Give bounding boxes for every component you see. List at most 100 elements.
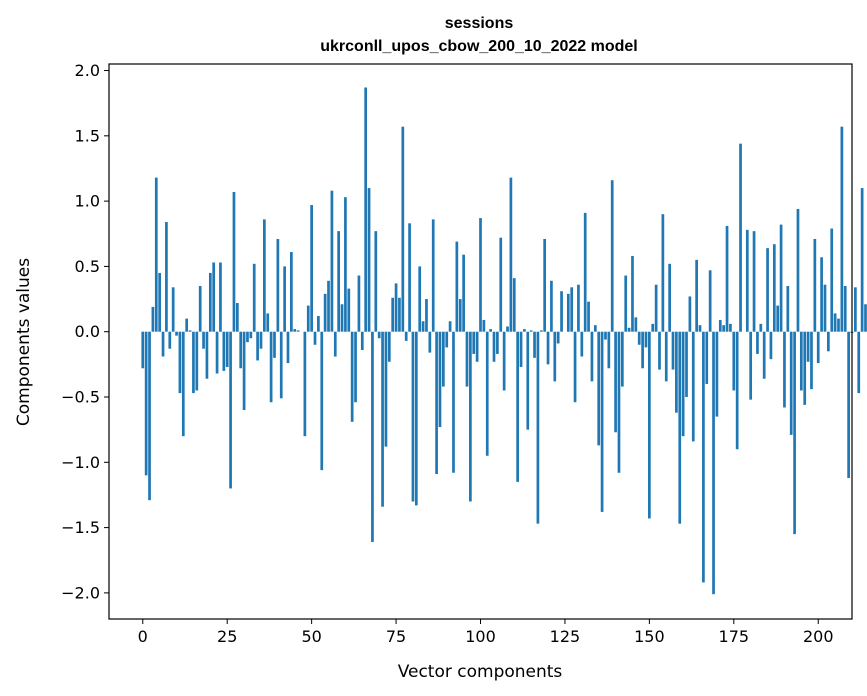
- bar-137: [604, 331, 607, 340]
- bar-213: [860, 188, 864, 332]
- bar-143: [624, 275, 628, 332]
- bar-180: [749, 331, 753, 400]
- x-axis-label: Vector components: [398, 662, 563, 682]
- bar-164: [695, 259, 698, 332]
- bar-59: [340, 304, 344, 332]
- bar-187: [772, 244, 776, 332]
- bar-49: [306, 305, 310, 332]
- bar-203: [827, 331, 830, 352]
- x-tick-label-6: 150: [634, 627, 665, 646]
- bar-212: [857, 331, 861, 394]
- bar-157: [671, 331, 675, 370]
- bar-70: [377, 331, 381, 339]
- bar-9: [171, 287, 175, 332]
- bar-147: [637, 331, 641, 345]
- y-tick-label-5: 0.5: [75, 257, 100, 276]
- bar-116: [533, 331, 536, 358]
- bar-58: [337, 231, 340, 332]
- bar-62: [350, 331, 354, 422]
- bar-179: [745, 229, 749, 332]
- bar-43: [286, 331, 290, 364]
- bar-123: [556, 331, 560, 344]
- bar-127: [570, 287, 574, 332]
- bar-10: [175, 331, 178, 336]
- bar-31: [246, 331, 249, 343]
- bar-29: [239, 331, 243, 369]
- bar-181: [752, 231, 756, 332]
- bar-119: [543, 238, 547, 332]
- bar-207: [840, 126, 844, 332]
- bar-46: [296, 330, 300, 332]
- bar-156: [668, 263, 671, 332]
- bar-6: [161, 331, 165, 357]
- bar-98: [472, 331, 476, 354]
- bar-135: [597, 331, 601, 446]
- bar-4: [154, 177, 158, 332]
- bar-35: [259, 331, 263, 349]
- bar-151: [651, 323, 655, 332]
- bar-110: [512, 278, 516, 332]
- bar-42: [283, 266, 286, 332]
- bar-108: [506, 326, 509, 332]
- bar-87: [435, 331, 438, 475]
- bar-39: [273, 331, 276, 358]
- bar-160: [681, 331, 685, 437]
- bar-214: [864, 304, 867, 332]
- bar-150: [648, 331, 651, 519]
- bar-38: [269, 331, 273, 403]
- bar-182: [756, 331, 759, 354]
- bar-141: [617, 331, 621, 473]
- bar-1: [144, 331, 148, 476]
- y-tick-label-2: −1.0: [61, 453, 100, 472]
- bar-145: [631, 255, 634, 332]
- bar-138: [607, 331, 611, 369]
- y-tick-label-4: 0.0: [75, 322, 100, 341]
- bar-193: [793, 331, 796, 535]
- bar-81: [414, 331, 418, 506]
- bar-5: [158, 272, 162, 332]
- bar-0: [141, 331, 145, 369]
- bar-197: [806, 331, 810, 362]
- bar-65: [360, 331, 364, 350]
- bar-91: [448, 321, 452, 332]
- bar-132: [587, 301, 590, 332]
- bar-71: [381, 331, 384, 507]
- bar-64: [357, 275, 361, 332]
- bar-202: [823, 284, 827, 332]
- bar-176: [735, 331, 739, 450]
- bar-34: [256, 331, 259, 361]
- bar-105: [496, 331, 499, 354]
- bar-201: [820, 257, 823, 332]
- bar-148: [641, 331, 644, 369]
- bar-155: [664, 331, 668, 382]
- bar-30: [242, 331, 246, 411]
- bar-20: [208, 272, 212, 332]
- bar-194: [796, 208, 800, 332]
- bar-121: [550, 280, 553, 332]
- bar-163: [691, 331, 695, 442]
- bar-131: [583, 212, 587, 332]
- bar-144: [627, 327, 631, 332]
- chart-subtitle: ukrconll_upos_cbow_200_10_2022 model: [320, 38, 637, 55]
- bar-8: [168, 331, 172, 349]
- bar-173: [725, 225, 729, 332]
- bar-99: [475, 331, 479, 362]
- x-tick-label-0: 0: [138, 627, 148, 646]
- bar-7: [165, 222, 168, 332]
- bar-175: [732, 331, 736, 391]
- bar-18: [202, 331, 205, 349]
- bar-111: [516, 331, 519, 482]
- bar-22: [215, 331, 219, 374]
- plot-frame: [108, 63, 853, 620]
- bar-195: [799, 331, 803, 391]
- bar-82: [418, 266, 422, 332]
- bar-93: [455, 241, 459, 332]
- bar-83: [421, 321, 425, 332]
- bar-80: [411, 331, 415, 502]
- bar-124: [560, 291, 563, 332]
- chart-title: sessions: [445, 15, 514, 32]
- bar-89: [442, 331, 445, 387]
- bar-44: [290, 252, 293, 332]
- bar-72: [384, 331, 388, 447]
